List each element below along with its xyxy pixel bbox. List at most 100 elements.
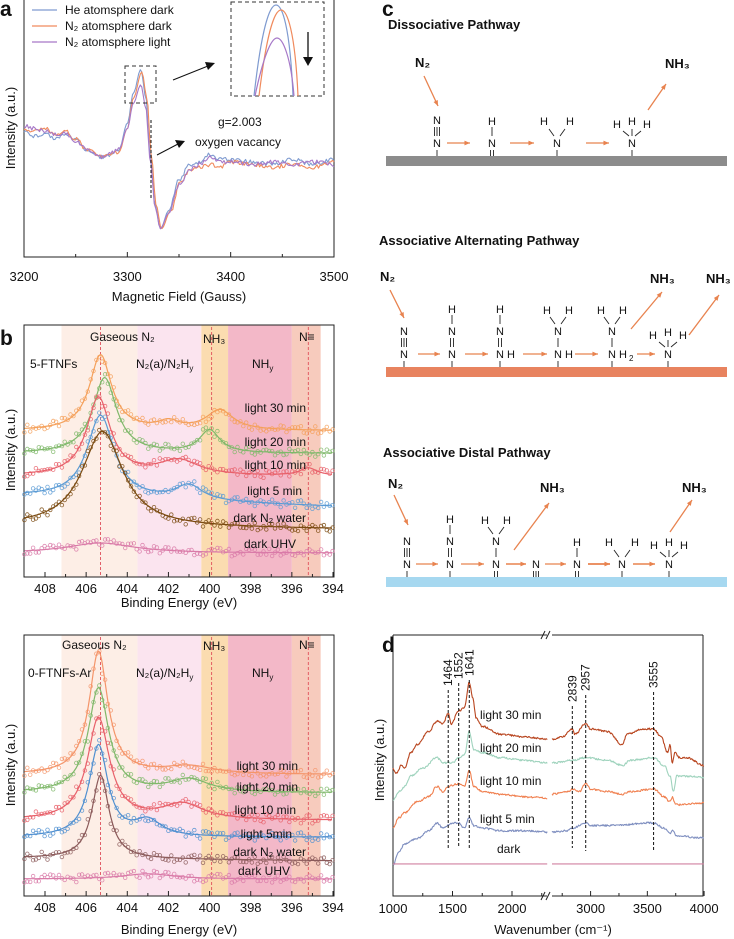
b-bottom-data-point [241,790,246,795]
b-top-data-point [281,521,286,526]
atom-label: H [628,116,636,128]
b-bottom-data-point [261,820,266,825]
b-top-data-point [131,479,137,484]
b-bottom-data-point [30,828,36,833]
atom-label: N [448,326,456,338]
b-bottom-data-point [275,855,281,860]
b-bottom-region-band [201,635,229,896]
b-bottom-data-point [243,859,249,865]
b-top-data-point [327,471,332,476]
b-top-data-point [330,525,335,530]
b-top-data-point [28,448,33,453]
b-bottom-data-point [30,815,36,820]
b-top-data-point [246,523,252,528]
b-top-data-point [272,550,278,555]
b-bottom-data-point [102,729,108,734]
b-top-data-point [39,468,44,473]
panel-b-bottom-xps-chart: 394 396 398 400 402 404 406 408 [22,634,344,915]
b-bottom-data-point [189,804,194,809]
b-bottom-data-point [324,832,329,837]
b-bottom-data-point [192,827,197,833]
b-top-data-point [154,420,160,426]
b-top-data-point [71,454,76,459]
b-top-data-point [33,449,39,455]
b-top-data-point [215,470,220,475]
b-bottom-data-point [79,727,85,732]
d-series-line [392,682,548,774]
a-decrease-arrow-head [303,57,313,66]
d-x-tick-label: 4000 [690,901,719,916]
b-top-data-point [76,432,82,437]
b-top-data-point [94,394,99,399]
b-top-data-point [267,469,272,474]
b-top-data-point [148,549,154,554]
b-bottom-data-point [278,879,283,884]
b-bottom-data-point [33,830,39,836]
b-bottom-data-point [22,880,27,885]
b-top-data-point [290,528,295,533]
b-top-data-point [209,426,214,431]
b-bottom-data-point [128,869,134,874]
b-bottom-data-point [218,872,223,877]
b-top-data-point [122,428,128,433]
b-bottom-data-point [281,814,286,819]
b-bottom-data-point [177,826,183,832]
reaction-arrow-head [713,295,719,301]
b-top-data-point [189,462,194,467]
b-bottom-data-point [42,872,47,878]
b-bottom-data-point [114,783,119,788]
b-bottom-data-point [128,820,134,825]
b-top-data-point [71,413,76,419]
b-bottom-data-point [223,812,229,817]
b-top-data-point [102,537,108,542]
b-top-data-point [154,463,160,468]
b-bottom-data-point [42,853,47,859]
b-top-data-point [169,446,174,451]
b-top-data-point [131,489,137,494]
b-top-data-point [171,415,177,420]
b-bottom-data-point [310,773,315,778]
b-bottom-data-point [290,788,295,793]
species-label: N₂ [415,55,430,70]
a-x-tick-label: 3500 [320,269,349,284]
b-bottom-data-point [212,834,217,839]
b-top-data-point [36,468,41,474]
b-bottom-data-point [218,810,223,815]
b-bottom-data-point [82,739,88,744]
b-bottom-data-point [241,772,246,778]
b-top-data-point [79,462,85,467]
species-label: NH₃ [540,480,565,495]
b-bottom-data-point [88,809,93,814]
a-inset-peak [253,4,294,97]
bond [624,549,631,558]
b-bottom-data-point [42,811,47,816]
b-top-data-point [267,448,272,454]
b-bottom-data-point [200,829,206,834]
b-top-data-point [53,462,59,467]
b-top-data-point [290,500,295,505]
b-bottom-data-point [324,786,329,791]
b-bottom-data-point [166,776,171,781]
catalyst-surface [386,156,727,166]
b-bottom-data-point [241,859,246,865]
b-top-data-point [194,520,200,525]
atom-label: H [496,304,504,316]
b-top-data-point [215,545,220,551]
atom-label: H [649,330,657,342]
b-top-data-point [241,469,246,475]
b-bottom-data-point [316,791,321,796]
b-top-data-point [180,417,185,422]
b-bottom-data-point [105,803,111,809]
b-bottom-data-point [313,768,318,773]
b-bottom-data-point [48,765,53,770]
atom-label: H [619,349,627,361]
b-top-data-point [249,499,255,505]
b-bottom-data-point [327,816,332,822]
b-bottom-data-point [39,829,44,834]
b-top-data-point [62,497,67,503]
b-bottom-data-point [232,791,237,796]
b-bottom-data-point [197,767,203,773]
b-bottom-data-point [143,852,148,857]
b-top-data-point [114,541,119,546]
b-bottom-data-point [160,823,165,829]
